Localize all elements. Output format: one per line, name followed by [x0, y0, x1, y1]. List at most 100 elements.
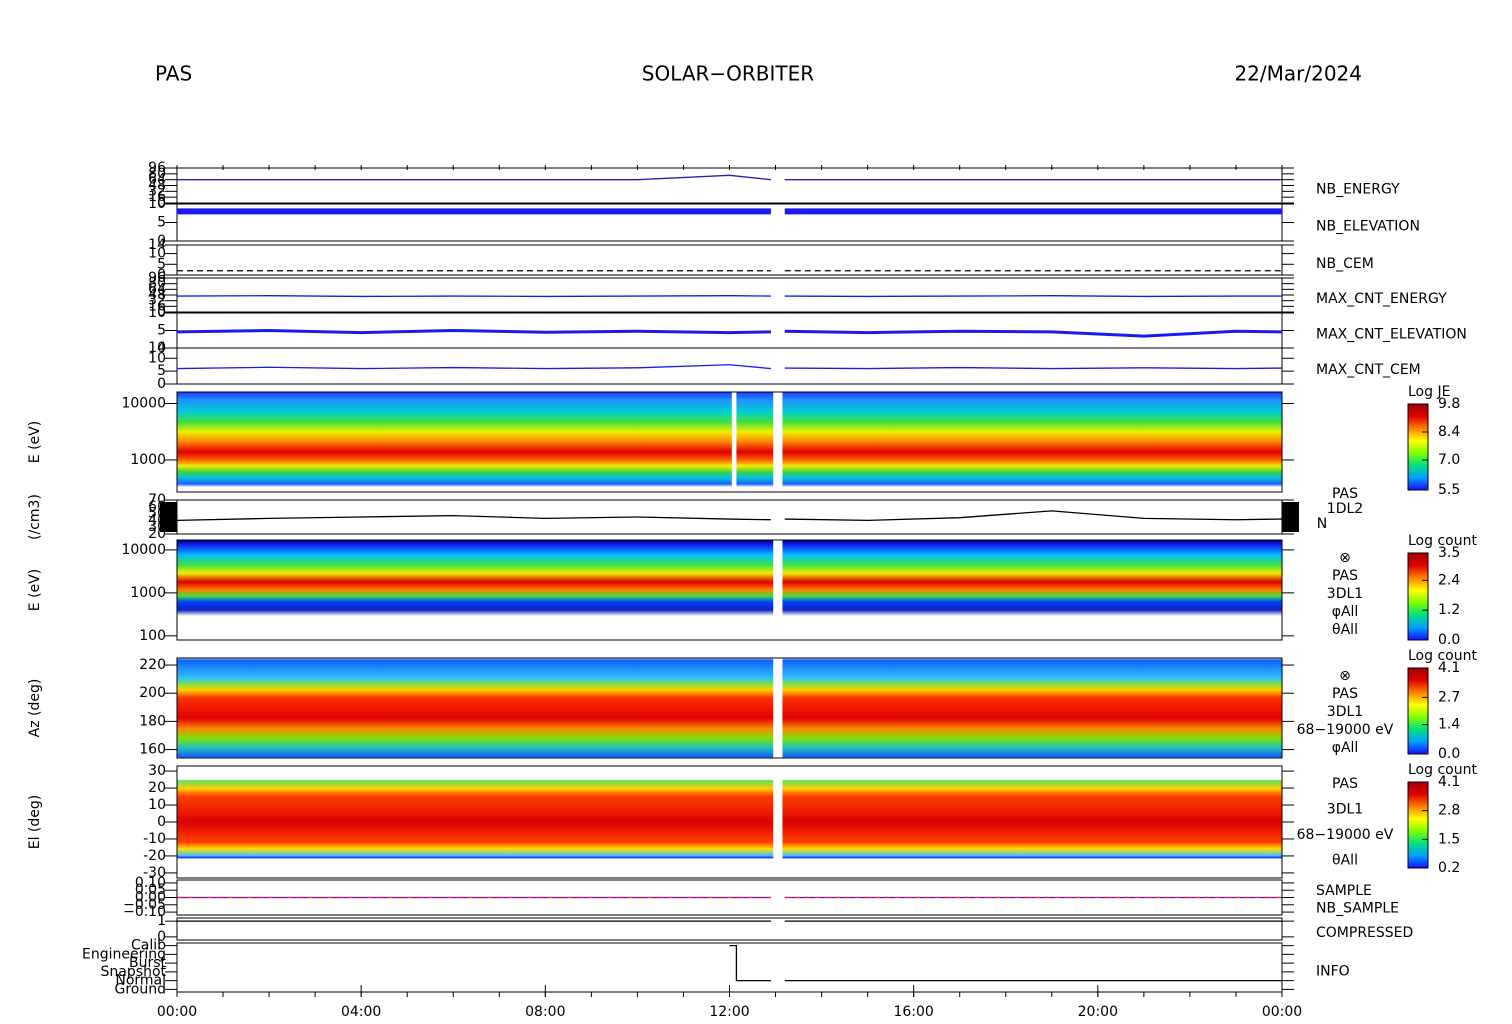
y-tick-label: 160 [139, 742, 166, 758]
y-tick-label: Ground [115, 981, 167, 997]
y-tick-label: 64 [148, 281, 166, 297]
y-axis-label: E (eV) [27, 421, 43, 463]
y-tick-label: 180 [139, 713, 166, 729]
spectrogram-image [177, 540, 1282, 640]
y-tick-label: 1 [157, 913, 166, 929]
panel-label: N [1317, 516, 1327, 532]
y-tick-label: 0 [157, 814, 166, 830]
panel-label: 1DL2 [1327, 501, 1363, 517]
y-tick-label: 10 [148, 196, 166, 212]
colorbar-tick-label: 9.8 [1438, 396, 1460, 412]
panel-label: 68−19000 eV [1297, 827, 1394, 843]
y-axis-label: (/cm3) [27, 494, 43, 540]
y-tick-label: Burst [129, 955, 167, 971]
panel-label: φAll [1332, 740, 1359, 756]
y-tick-label: 10 [148, 246, 166, 262]
x-tick-label: 04:00 [341, 1004, 381, 1020]
series-label: NB_ELEVATION [1316, 219, 1420, 235]
y-tick-label: -10 [143, 831, 166, 847]
y-tick-label: 30 [148, 519, 166, 535]
y-tick-label: 70 [148, 492, 166, 508]
y-tick-label: 0.00 [135, 890, 166, 906]
y-tick-label: 14 [148, 340, 166, 356]
spectrogram-image [177, 766, 1282, 878]
x-tick-label: 00:00 [157, 1004, 197, 1020]
colorbar-title: Log count [1408, 762, 1477, 778]
colorbar-tick-label: 2.7 [1438, 689, 1460, 705]
data-gap [773, 658, 783, 758]
panel-frame [176, 539, 1283, 641]
panel-label: PAS [1332, 568, 1358, 584]
y-tick-label: 50 [148, 506, 166, 522]
colorbar-title: Log count [1408, 533, 1477, 549]
y-tick-label: Engineering [82, 946, 166, 962]
y-tick-label: 30 [148, 763, 166, 779]
y-tick-label: 16 [148, 189, 166, 205]
panel-label: 3DL1 [1327, 802, 1363, 818]
y-tick-label: 5 [157, 256, 166, 272]
y-tick-label: 48 [148, 287, 166, 303]
y-tick-label: Calib [131, 938, 166, 954]
y-axis-label: Az (deg) [27, 679, 43, 738]
panel-label: PAS [1332, 486, 1358, 502]
y-tick-label: 80 [148, 276, 166, 292]
panel-frame [176, 312, 1283, 349]
panel-frame [176, 347, 1283, 385]
y-tick-label: 1000 [130, 452, 166, 468]
y-tick-label: 64 [148, 172, 166, 188]
y-tick-label: -20 [143, 848, 166, 864]
y-tick-label: 0 [157, 195, 166, 211]
colorbar-tick-label: 0.0 [1438, 746, 1460, 762]
edge-block [160, 502, 177, 532]
data-gap [773, 540, 783, 640]
series-line [176, 510, 1283, 522]
series-line [176, 364, 1283, 370]
y-tick-label: -30 [143, 865, 166, 881]
colorbar [1407, 667, 1429, 755]
colorbar [1407, 781, 1429, 869]
y-axis-label: E (eV) [27, 569, 43, 611]
x-tick-label: 12:00 [709, 1004, 749, 1020]
colorbar-title: Log JE [1408, 384, 1450, 400]
y-tick-label: 10 [148, 305, 166, 321]
y-tick-label: 96 [148, 160, 166, 176]
data-gap [731, 392, 737, 492]
y-tick-label: 20 [148, 780, 166, 796]
colorbar-tick-label: 8.4 [1438, 424, 1460, 440]
panel-label: 68−19000 eV [1297, 722, 1394, 738]
panel-frame [176, 657, 1283, 759]
header-right: 22/Mar/2024 [1234, 62, 1362, 86]
y-tick-label: 0 [157, 340, 166, 356]
y-tick-label: 96 [148, 270, 166, 286]
colorbar-tick-label: 1.4 [1438, 717, 1460, 733]
y-tick-label: 5 [157, 323, 166, 339]
panel-frame [176, 277, 1283, 313]
data-gap [773, 766, 783, 878]
spectrogram-image [177, 658, 1282, 758]
panel-label: 3DL1 [1327, 586, 1363, 602]
colorbar-tick-label: 3.5 [1438, 545, 1460, 561]
colorbar-tick-label: 0.2 [1438, 860, 1460, 876]
y-tick-label: 200 [139, 685, 166, 701]
y-tick-label: 32 [148, 183, 166, 199]
y-tick-label: 220 [139, 657, 166, 673]
data-gap [773, 392, 783, 492]
series-label: NB_CEM [1316, 256, 1374, 272]
series-label: COMPRESSED [1316, 925, 1413, 941]
edge-block [1282, 502, 1299, 532]
colorbar-tick-label: 0.0 [1438, 632, 1460, 648]
y-tick-label: −0.10 [123, 904, 166, 920]
y-tick-label: 16 [148, 298, 166, 314]
series-line [176, 328, 1283, 338]
y-tick-label: 32 [148, 293, 166, 309]
colorbar-tick-label: 4.1 [1438, 660, 1460, 676]
y-tick-label: 0 [157, 267, 166, 283]
y-tick-label: 10 [148, 350, 166, 366]
series-label: MAX_CNT_ENERGY [1316, 291, 1447, 307]
header-center: SOLAR−ORBITER [642, 62, 814, 86]
y-tick-label: Snapshot [101, 964, 167, 980]
panel-label: φAll [1332, 604, 1359, 620]
panel-label: θAll [1332, 853, 1358, 869]
colorbar [1407, 403, 1429, 491]
y-tick-label: 40 [148, 512, 166, 528]
